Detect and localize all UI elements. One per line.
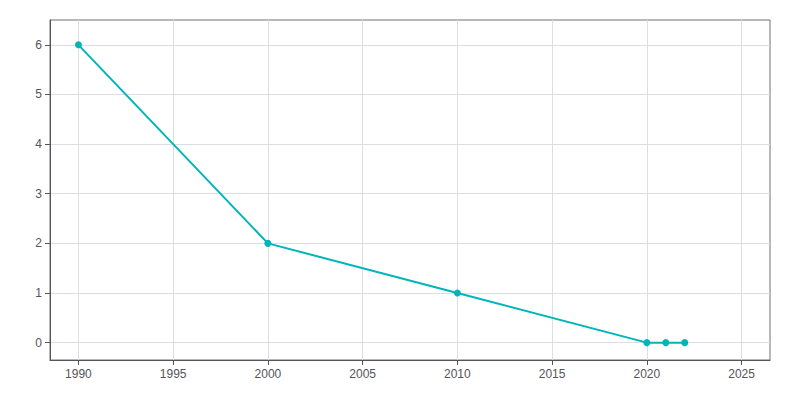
- svg-text:2000: 2000: [255, 367, 282, 381]
- svg-text:1: 1: [35, 286, 42, 300]
- svg-text:2020: 2020: [633, 367, 660, 381]
- svg-text:4: 4: [35, 137, 42, 151]
- svg-text:3: 3: [35, 187, 42, 201]
- svg-text:6: 6: [35, 38, 42, 52]
- svg-text:1995: 1995: [160, 367, 187, 381]
- svg-text:2010: 2010: [444, 367, 471, 381]
- svg-text:1990: 1990: [65, 367, 92, 381]
- svg-text:5: 5: [35, 87, 42, 101]
- svg-text:2005: 2005: [349, 367, 376, 381]
- svg-text:2025: 2025: [728, 367, 755, 381]
- svg-text:2: 2: [35, 236, 42, 250]
- svg-text:2015: 2015: [539, 367, 566, 381]
- svg-text:0: 0: [35, 336, 42, 350]
